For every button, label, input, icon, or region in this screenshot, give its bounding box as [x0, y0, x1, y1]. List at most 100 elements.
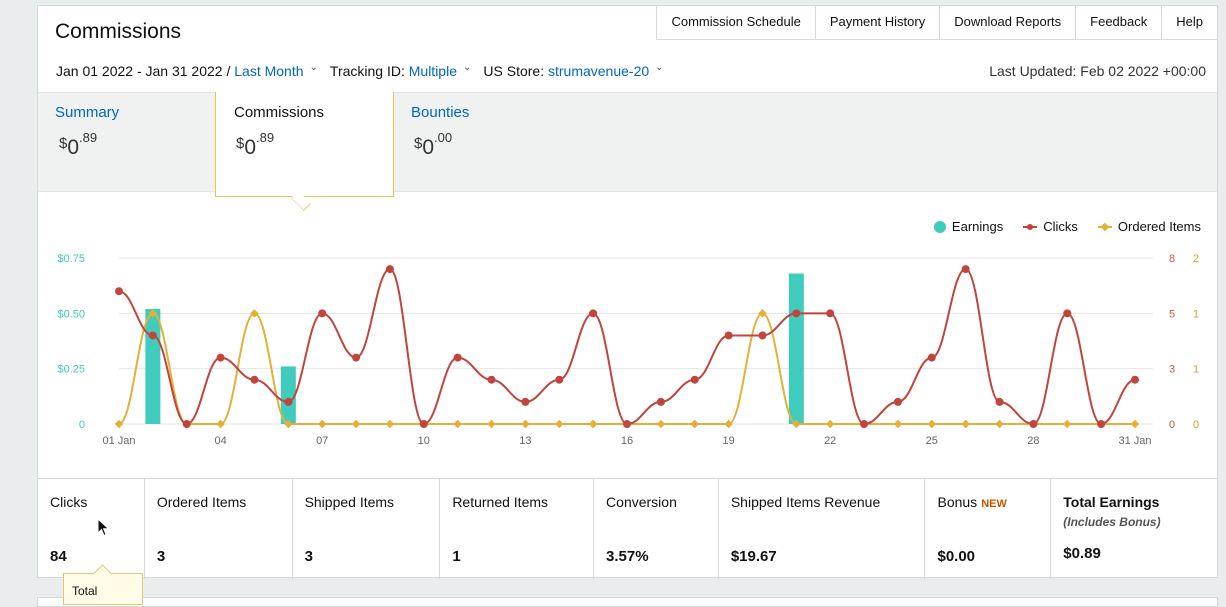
page-title: Commissions: [55, 20, 182, 43]
clicks-point: [555, 375, 564, 384]
tab-commissions-label: Commissions: [234, 104, 325, 121]
metric-clicks-label: Clicks: [50, 494, 88, 510]
chevron-down-icon[interactable]: ⌄: [463, 62, 472, 73]
ordered-items-point: [250, 309, 259, 318]
legend-earnings[interactable]: Earnings: [933, 219, 1003, 234]
last-updated: Last Updated: Feb 02 2022 +00:00: [989, 63, 1206, 79]
chevron-down-icon[interactable]: ⌄: [655, 62, 664, 73]
tooltip: Total: [63, 573, 143, 605]
y-tick-ordered: 1: [1193, 308, 1199, 320]
next-panel-edge: [37, 597, 1218, 607]
x-tick-label: 28: [1027, 435, 1039, 447]
legend-clicks[interactable]: Clicks: [1023, 219, 1078, 234]
metric-shipped-items[interactable]: Shipped Items 3: [293, 479, 441, 579]
earnings-chart: $0.75 8 2$0.50 5 1$0.25 3 10 0 001 Jan 04 07 10 13 16…: [57, 253, 1199, 447]
clicks-point: [690, 375, 699, 384]
clicks-point: [1131, 375, 1139, 384]
mouse-cursor-icon: [97, 518, 110, 537]
x-tick-label: 25: [926, 435, 938, 447]
earnings-bar: [145, 308, 161, 424]
store-dropdown[interactable]: strumavenue-20: [547, 63, 650, 79]
metric-shipped-revenue-value: $19.67: [730, 548, 777, 565]
x-tick-label: 04: [214, 435, 226, 447]
earnings-swatch: [933, 220, 946, 233]
metric-clicks[interactable]: Clicks 84: [38, 479, 145, 579]
tab-bounties-label: Bounties: [411, 104, 470, 121]
clicks-point: [453, 353, 462, 362]
metric-bonus-value: $0.00: [937, 548, 976, 565]
ordered-items-point: [656, 419, 666, 429]
metric-ordered-items-value: 3: [156, 548, 166, 565]
ordered-items-point: [588, 419, 598, 429]
metric-bonus-label: Bonus NEW: [937, 494, 1007, 510]
payment-history-link[interactable]: Payment History: [816, 6, 941, 39]
chart-legend: Earnings Clicks Ordered Items: [933, 219, 1201, 234]
y-tick-left: 0: [79, 419, 85, 431]
ordered-items-point: [521, 419, 530, 429]
download-reports-link[interactable]: Download Reports: [940, 6, 1077, 39]
clicks-point: [419, 420, 428, 428]
period-dropdown[interactable]: Last Month: [234, 63, 304, 79]
y-tick-left: $0.25: [57, 364, 85, 376]
metric-ordered-items[interactable]: Ordered Items 3: [145, 479, 293, 579]
chevron-down-icon[interactable]: ⌄: [309, 62, 318, 73]
metric-returned-items-value: 1: [452, 548, 461, 565]
clicks-point: [623, 420, 631, 428]
ordered-items-point: [690, 419, 699, 429]
y-tick-ordered: 0: [1193, 419, 1199, 431]
tracking-id-label: Tracking ID:: [329, 63, 405, 79]
x-tick-label: 19: [722, 435, 734, 447]
ordered-items-swatch: [1097, 222, 1112, 232]
metric-total-earnings[interactable]: Total Earnings (Includes Bonus) $0.89: [1051, 479, 1217, 579]
legend-ordered-items[interactable]: Ordered Items: [1097, 219, 1201, 234]
y-tick-clicks: 5: [1169, 308, 1175, 320]
y-tick-ordered: 2: [1193, 253, 1199, 265]
tab-commissions[interactable]: Commissions $0.89: [234, 92, 384, 192]
ordered-items-point: [351, 419, 361, 429]
metrics-row: Clicks 84 Ordered Items 3 Shipped Items …: [38, 478, 1217, 579]
tab-summary[interactable]: Summary $0.89: [55, 92, 205, 192]
metric-total-earnings-label: Total Earnings: [1063, 494, 1160, 510]
clicks-point: [284, 397, 293, 406]
clicks-point: [521, 397, 530, 406]
x-tick-label: 01 Jan: [102, 435, 135, 447]
tab-bounties[interactable]: Bounties $0.00: [411, 92, 561, 192]
filter-bar: Jan 01 2022 - Jan 31 2022 / Last Month ⌄…: [56, 62, 676, 79]
ordered-items-point: [961, 419, 970, 429]
ordered-items-point: [1130, 419, 1140, 429]
ordered-items-point: [385, 419, 395, 429]
metric-clicks-value: 84: [50, 548, 67, 565]
metric-conversion-label: Conversion: [606, 494, 677, 510]
commissions-panel: Commissions Commission Schedule Payment …: [37, 5, 1218, 579]
ordered-items-point: [487, 419, 496, 429]
feedback-link[interactable]: Feedback: [1076, 6, 1163, 39]
x-tick-label: 31 Jan: [1118, 435, 1151, 447]
metric-conversion[interactable]: Conversion 3.57%: [594, 479, 719, 579]
y-tick-clicks: 3: [1169, 364, 1175, 376]
metric-bonus[interactable]: Bonus NEW $0.00: [925, 479, 1052, 579]
metric-shipped-revenue[interactable]: Shipped Items Revenue $19.67: [719, 479, 926, 579]
clicks-point: [352, 353, 361, 362]
metric-total-earnings-sublabel: (Includes Bonus): [1063, 515, 1161, 529]
ordered-items-point: [927, 419, 937, 429]
tracking-id-dropdown[interactable]: Multiple: [408, 63, 457, 79]
commission-schedule-link[interactable]: Commission Schedule: [657, 6, 816, 39]
ordered-items-point: [724, 419, 733, 429]
metric-shipped-revenue-label: Shipped Items Revenue: [730, 494, 881, 510]
help-link[interactable]: Help: [1176, 14, 1203, 29]
clicks-point: [724, 331, 733, 340]
clicks-point: [860, 420, 869, 428]
metric-shipped-items-label: Shipped Items: [304, 494, 395, 510]
y-tick-left: $0.50: [57, 308, 85, 320]
clicks-point: [216, 353, 225, 362]
earnings-bar: [280, 366, 296, 424]
ordered-items-point: [453, 419, 462, 429]
clicks-point: [115, 287, 123, 296]
summary-amount: $0.89: [59, 130, 98, 159]
clicks-point: [758, 331, 767, 340]
clicks-point: [589, 309, 598, 318]
metric-returned-items[interactable]: Returned Items 1: [440, 479, 595, 579]
clicks-point: [893, 397, 902, 406]
clicks-point: [961, 265, 970, 274]
ordered-items-point: [317, 419, 327, 429]
